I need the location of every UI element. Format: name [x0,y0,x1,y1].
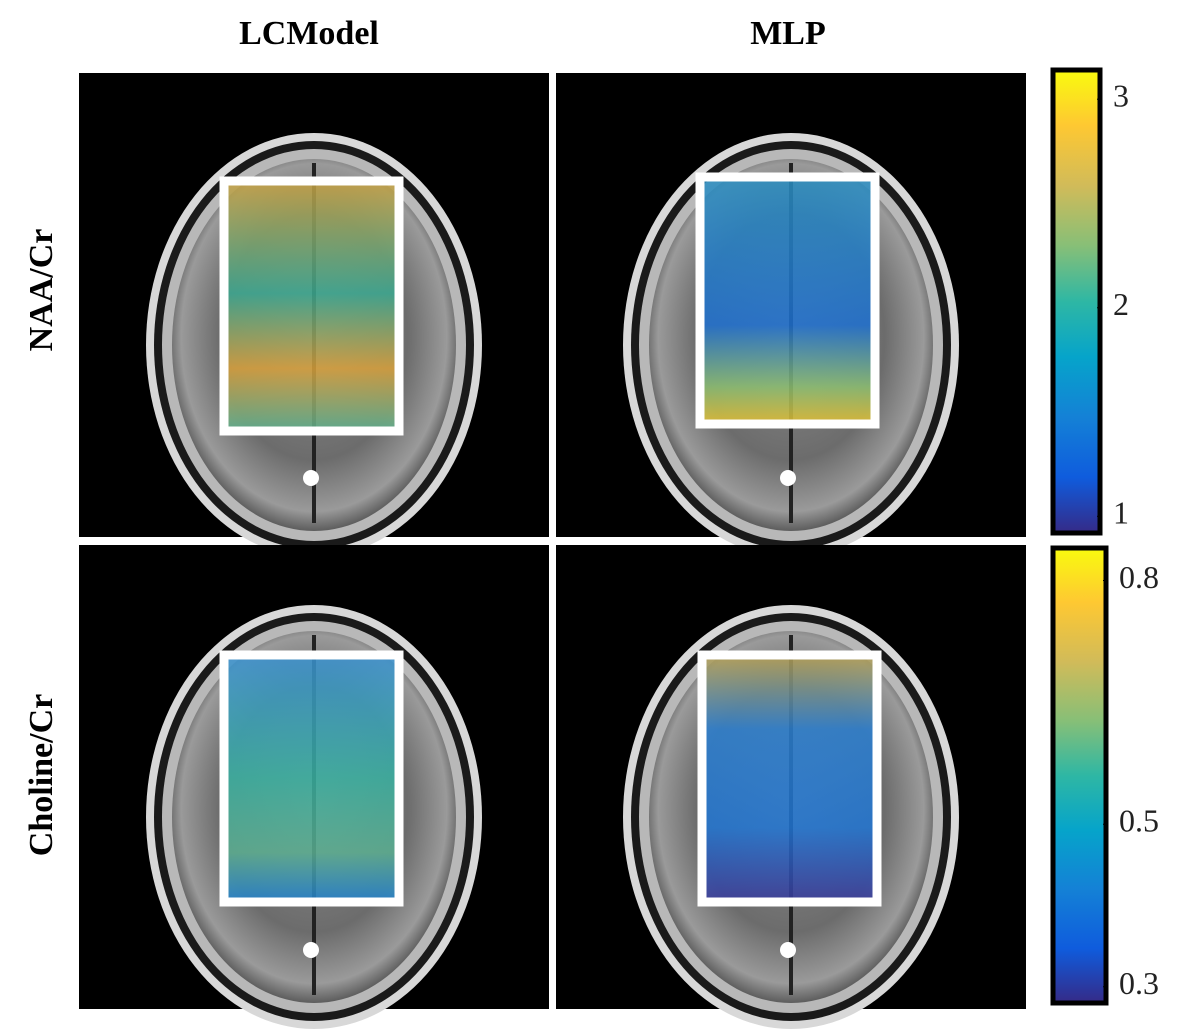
row-title: Choline/Cr [23,694,60,856]
panel [79,545,549,1029]
row-title: NAA/Cr [23,229,60,352]
colorbar [1050,67,1103,536]
panel [556,73,1026,557]
tick-label: 0.8 [1119,559,1159,595]
panel [79,73,549,557]
column-title: MLP [750,15,826,52]
column-title: LCModel [239,15,379,52]
tick-label: 2 [1113,286,1129,322]
panel [556,545,1026,1029]
tick-label: 0.3 [1119,965,1159,1001]
tick-label: 0.5 [1119,803,1159,839]
tick-label: 3 [1113,78,1129,114]
tick-label: 1 [1113,495,1129,531]
colorbar [1050,545,1109,1006]
